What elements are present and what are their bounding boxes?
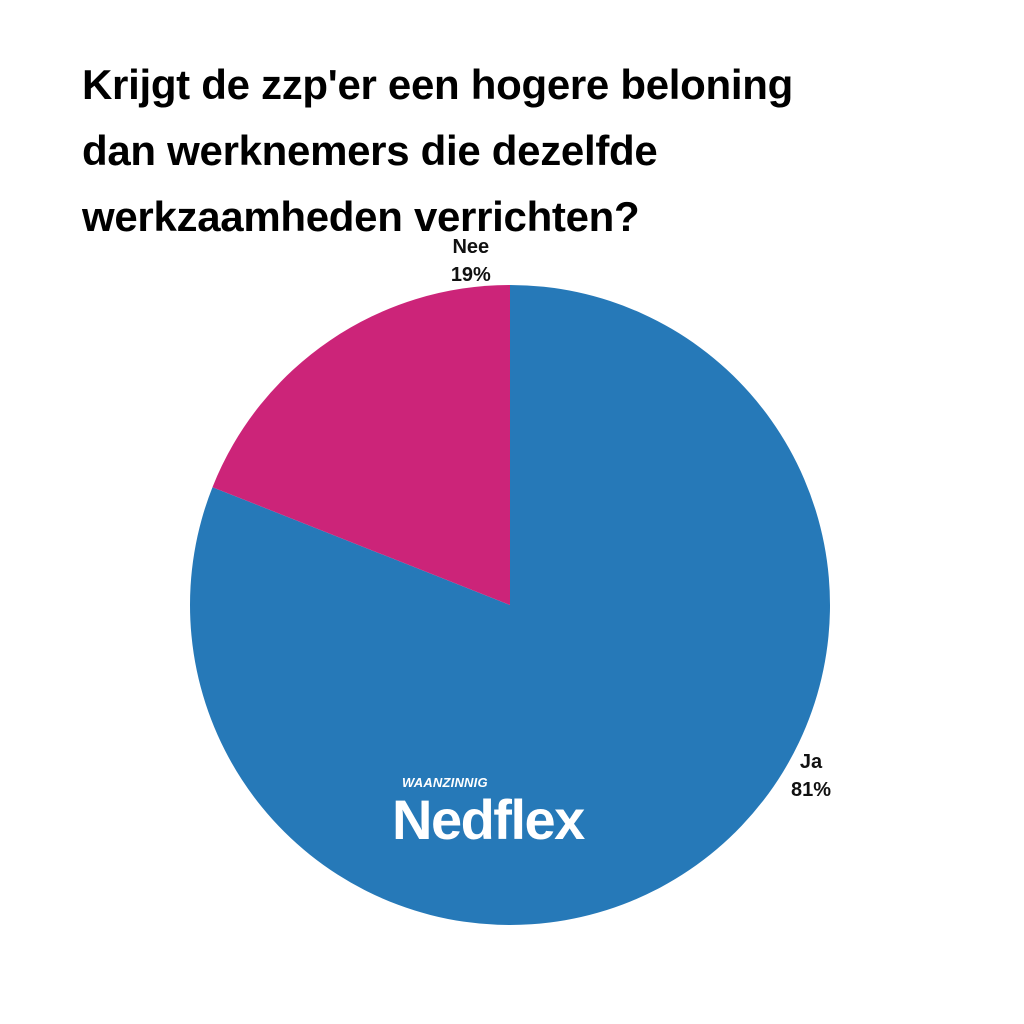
pie-slice-nee <box>212 285 510 605</box>
slice-label-name: Nee <box>452 236 490 259</box>
slice-label-name: Ja <box>799 750 823 773</box>
slice-label-nee: Nee 19% <box>451 233 491 289</box>
slice-label-percent: 81% <box>790 778 831 801</box>
chart-title: Krijgt de zzp'er een hogere beloning dan… <box>82 61 793 240</box>
slice-label-ja: Ja 81% <box>791 748 831 804</box>
slice-label-percent: 19% <box>450 264 491 287</box>
